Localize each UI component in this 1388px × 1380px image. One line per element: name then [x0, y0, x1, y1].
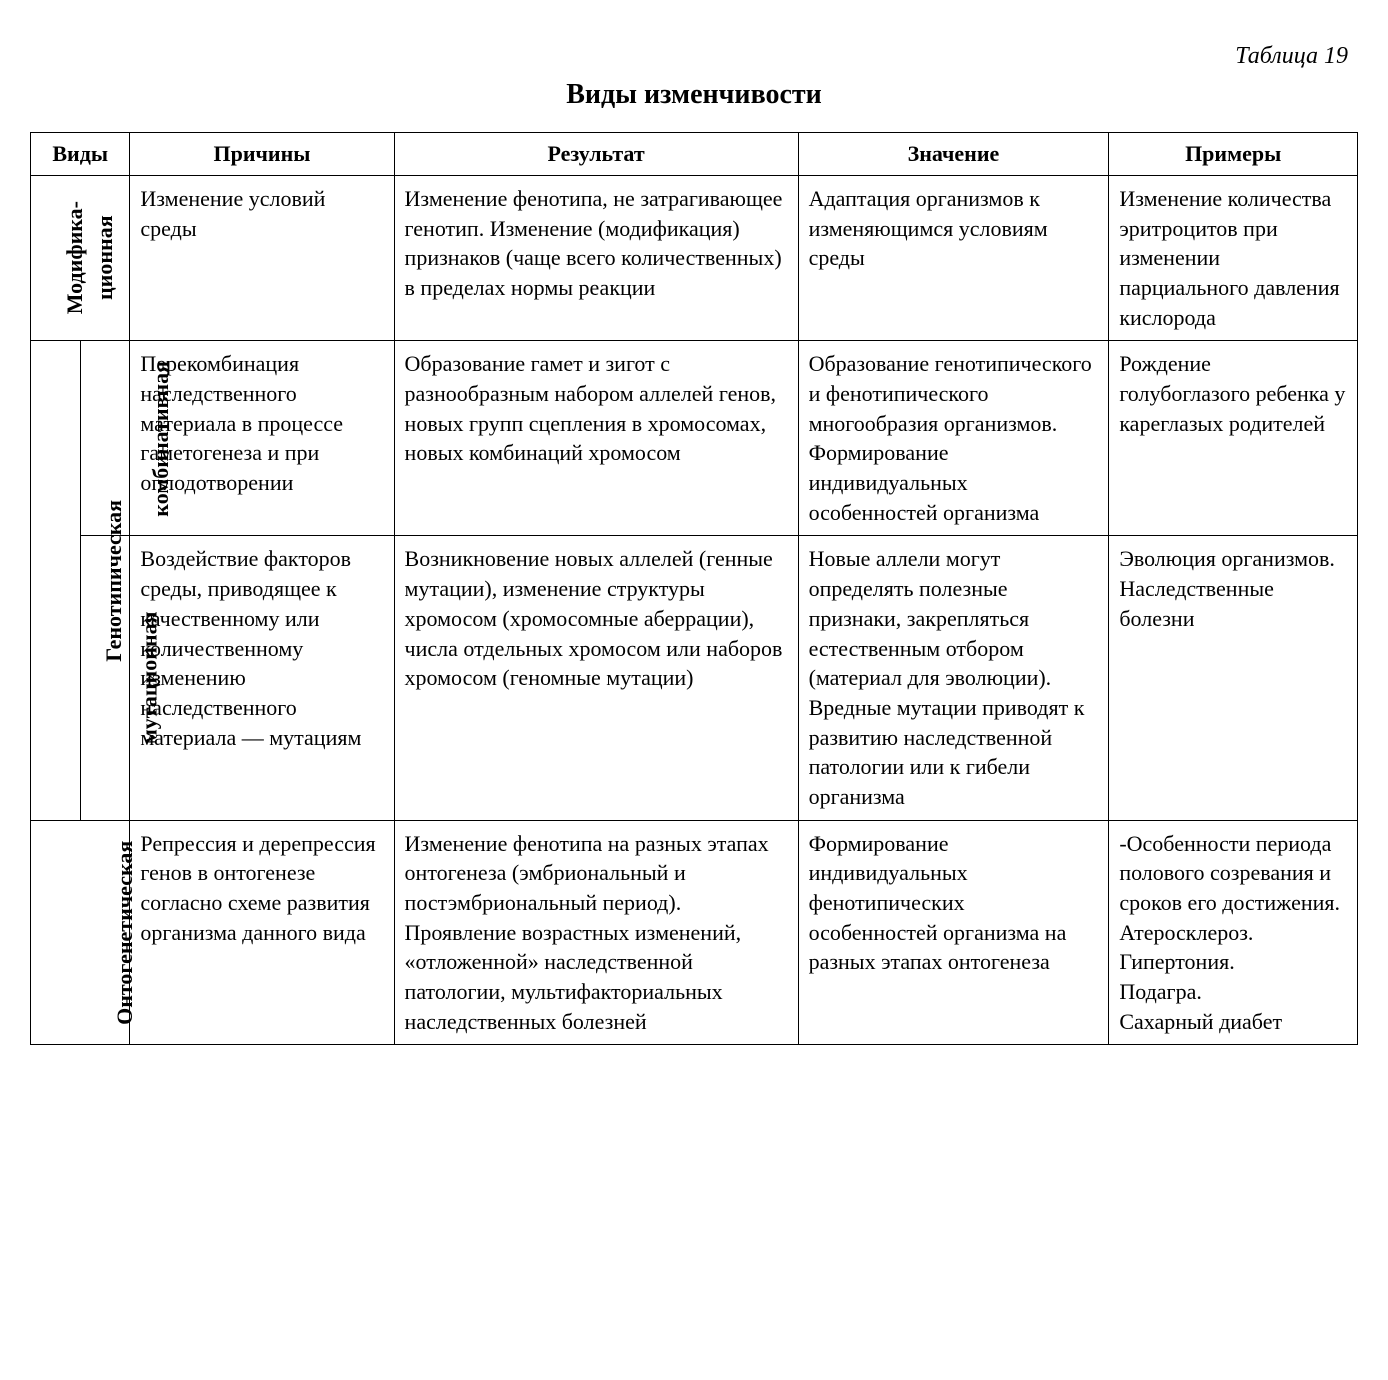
cell-examples: Рождение голубоглазого ребенка у карегла…	[1109, 341, 1358, 536]
header-causes: Причины	[130, 133, 394, 176]
table-title: Виды изменчивости	[30, 76, 1358, 114]
table-row: мутационная Воздействие факторов среды, …	[31, 536, 1358, 820]
table-header-row: Виды Причины Результат Значение Примеры	[31, 133, 1358, 176]
cell-examples: Изменение количества эритроцитов при изм…	[1109, 175, 1358, 340]
cell-causes: Репрессия и дерепрессия генов в онтогене…	[130, 820, 394, 1045]
subkind-combinative-label: комбинативная	[146, 361, 176, 517]
cell-result: Возникновение новых аллелей (генные мута…	[394, 536, 798, 820]
cell-meaning: Формирование индивидуальных фенотипическ…	[798, 820, 1109, 1045]
variability-table: Виды Причины Результат Значение Примеры …	[30, 132, 1358, 1045]
kind-genotypic: Генотипическая	[31, 341, 81, 820]
cell-result: Образование гамет и зигот с разнообразны…	[394, 341, 798, 536]
kind-modificational-label: Модифика-ционная	[60, 201, 119, 314]
cell-meaning: Образование генотипического и фенотипиче…	[798, 341, 1109, 536]
cell-result: Изменение фенотипа, не затрагивающее ген…	[394, 175, 798, 340]
kind-ontogenetic-label: Онтогенетическая	[110, 840, 140, 1024]
cell-examples: -Особенности периода полового созревания…	[1109, 820, 1358, 1045]
cell-causes: Изменение условий среды	[130, 175, 394, 340]
table-row: Модифика-ционная Изменение условий среды…	[31, 175, 1358, 340]
subkind-mutational-label: мутационная	[134, 612, 164, 745]
kind-genotypic-label: Генотипическая	[99, 500, 129, 662]
kind-ontogenetic: Онтогенетическая	[31, 820, 130, 1045]
header-result: Результат	[394, 133, 798, 176]
header-examples: Примеры	[1109, 133, 1358, 176]
cell-causes: Воздействие факторов среды, приводящее к…	[130, 536, 394, 820]
header-kinds: Виды	[31, 133, 130, 176]
cell-meaning: Адаптация организмов к изменяющимся усло…	[798, 175, 1109, 340]
header-meaning: Значение	[798, 133, 1109, 176]
table-row: Онтогенетическая Репрессия и дерепрессия…	[31, 820, 1358, 1045]
cell-examples: Эволюция организмов.Наследственные болез…	[1109, 536, 1358, 820]
cell-meaning: Новые аллели могут определять полезные п…	[798, 536, 1109, 820]
kind-modificational: Модифика-ционная	[31, 175, 130, 340]
table-number-label: Таблица 19	[30, 40, 1358, 72]
cell-result: Изменение фенотипа на разных этапах онто…	[394, 820, 798, 1045]
table-row: Генотипическая комбинативная Перекомбина…	[31, 341, 1358, 536]
